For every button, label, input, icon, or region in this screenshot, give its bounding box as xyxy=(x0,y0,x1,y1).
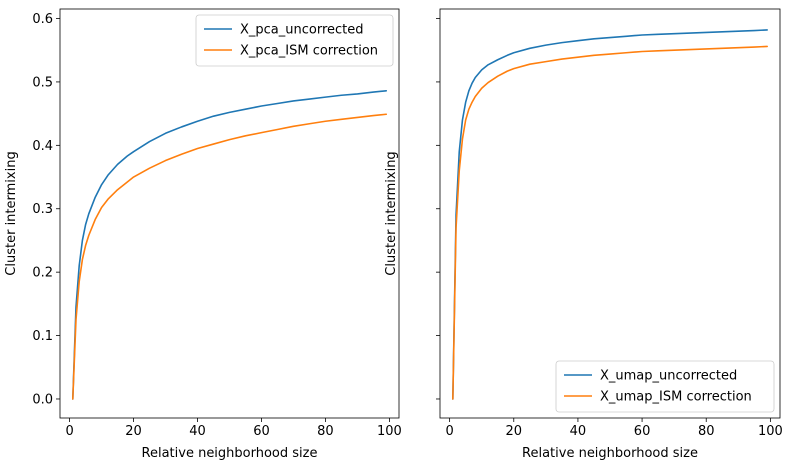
x-tick-label: 40 xyxy=(570,424,587,439)
plot-area: 0 20 40 60 80 100 xyxy=(436,8,783,439)
legend-entry: X_umap_ISM correction xyxy=(600,390,752,405)
y-tick-label: 0.6 xyxy=(32,12,53,27)
x-tick-label: 80 xyxy=(698,424,715,439)
y-axis-label: Cluster intermixing xyxy=(384,151,399,275)
x-tick-label: 20 xyxy=(506,424,523,439)
legend-entry: X_umap_uncorrected xyxy=(600,369,737,384)
x-tick-label: 60 xyxy=(634,424,651,439)
x-tick-label: 100 xyxy=(377,424,402,439)
plot-area: 0 20 40 60 80 100 0.0 0.1 0.2 0.3 0.4 0.5 0.6 xyxy=(32,8,402,439)
series-line-1 xyxy=(452,45,768,400)
x-axis-label: Relative neighborhood size xyxy=(142,446,318,461)
legend: X_umap_uncorrected X_umap_ISM correction xyxy=(555,360,775,413)
series-line-1 xyxy=(71,113,388,400)
x-tick-label: 40 xyxy=(189,424,206,439)
legend-entry: X_pca_ISM correction xyxy=(240,44,378,59)
y-tick-label: 0.1 xyxy=(32,329,53,344)
legend: X_pca_uncorrected X_pca_ISM correction xyxy=(195,14,394,67)
y-tick-label: 0.2 xyxy=(32,266,53,281)
x-tick-label: 100 xyxy=(758,424,783,439)
right-panel: 0 20 40 60 80 100 Relative neighborhood size … xyxy=(384,8,783,461)
axes-frame xyxy=(439,8,781,419)
series-line-0 xyxy=(452,29,768,400)
series-line-0 xyxy=(71,90,388,400)
y-tick-label: 0.4 xyxy=(32,139,53,154)
legend-frame xyxy=(555,360,775,413)
x-tick-label: 60 xyxy=(253,424,270,439)
y-axis-label: Cluster intermixing xyxy=(4,151,19,275)
legend-entry: X_pca_uncorrected xyxy=(240,23,364,38)
left-panel: 0 20 40 60 80 100 0.0 0.1 0.2 0.3 0.4 0.5 0.6 Relati… xyxy=(4,8,402,461)
x-tick-label: 80 xyxy=(317,424,334,439)
legend-frame xyxy=(195,14,394,67)
y-tick-label: 0.3 xyxy=(32,202,53,217)
x-tick-label: 0 xyxy=(65,424,73,439)
y-tick-label: 0.0 xyxy=(32,392,53,407)
x-axis-label: Relative neighborhood size xyxy=(522,446,698,461)
axes-frame xyxy=(59,8,400,419)
x-tick-label: 20 xyxy=(125,424,142,439)
x-tick-label: 0 xyxy=(445,424,453,439)
y-tick-label: 0.5 xyxy=(32,75,53,90)
